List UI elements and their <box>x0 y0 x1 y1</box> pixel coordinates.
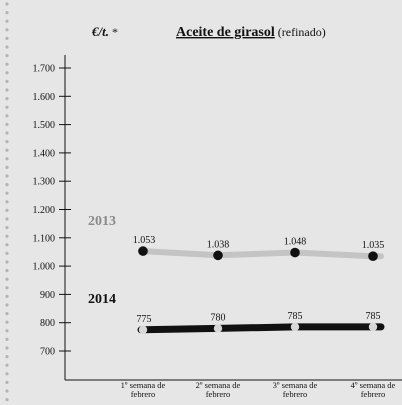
decorative-dot <box>5 234 9 238</box>
chart-subtitle: (refinado) <box>275 25 326 39</box>
decorative-dot <box>5 380 9 384</box>
series-2013-line <box>138 248 384 260</box>
decorative-dot <box>5 372 9 376</box>
series-2013-point <box>290 247 300 258</box>
decorative-dot <box>5 346 9 350</box>
decorative-dot <box>5 251 9 255</box>
decorative-dot <box>5 208 9 212</box>
series-layer: 1.053 1.038 1.048 1.035 775 780 785 785 <box>133 235 385 334</box>
decorative-dot <box>5 174 9 178</box>
decorative-dot <box>5 19 9 23</box>
series-2014-data-label: 785 <box>366 311 381 322</box>
decorative-dot <box>5 217 9 221</box>
unit-label: €/t. <box>91 24 109 39</box>
series-2014-point <box>213 324 223 333</box>
decorative-dot <box>5 312 9 316</box>
decorative-dot <box>5 140 9 144</box>
x-category-label: 3º semana de febrero <box>273 380 318 399</box>
series-2014-point <box>290 322 300 332</box>
svg-text:€/t. *: €/t. * <box>91 24 118 39</box>
y-tick-label: 1.200 <box>33 205 56 216</box>
decorative-dot <box>5 243 9 247</box>
decorative-dot <box>5 71 9 75</box>
decorative-dot <box>5 157 9 161</box>
decorative-dot <box>5 11 9 15</box>
y-tick-label: 1.600 <box>33 92 56 103</box>
y-tick-label: 800 <box>40 318 55 329</box>
decorative-dot <box>5 363 9 367</box>
series-2013-point <box>138 246 148 256</box>
svg-text:Aceite de girasol (refinado): Aceite de girasol (refinado) <box>176 25 326 40</box>
series-2013-data-label: 1.038 <box>207 239 230 250</box>
decorative-dot <box>5 54 9 58</box>
decorative-dot <box>5 269 9 273</box>
decorative-dot <box>5 277 9 281</box>
decorative-dot <box>5 200 9 204</box>
series-2013-data-label: 1.048 <box>284 237 307 248</box>
y-tick-label: 900 <box>40 290 55 301</box>
y-tick-label: 1.700 <box>33 64 56 75</box>
decorative-dot <box>5 105 9 109</box>
decorative-dot <box>5 45 9 49</box>
decorative-dot <box>5 79 9 83</box>
y-tick-label: 1.400 <box>33 148 56 159</box>
decorative-dot <box>5 62 9 66</box>
decorative-dot <box>5 88 9 92</box>
series-2014-data-label: 785 <box>288 311 303 322</box>
decorative-dot <box>5 337 9 341</box>
x-axis-categories: 1º semana de febrero 2º semana de febrero 3º… <box>121 380 396 399</box>
series-2013-point <box>368 251 378 261</box>
decorative-dot <box>5 329 9 333</box>
chart-header: €/t. * Aceite de girasol (refinado) <box>91 24 326 40</box>
decorative-dot <box>5 131 9 135</box>
decorative-dot <box>5 294 9 298</box>
series-2013-data-label: 1.053 <box>133 235 156 246</box>
unit-asterisk: * <box>109 25 118 39</box>
y-tick-label: 1.300 <box>33 177 56 188</box>
decorative-dot <box>5 226 9 230</box>
series-2014-data-label: 775 <box>137 314 152 325</box>
decorative-dot <box>5 2 9 6</box>
series-2014-point <box>138 325 148 334</box>
decorative-dot <box>5 165 9 169</box>
decorative-dot <box>5 36 9 41</box>
y-tick-label: 700 <box>40 347 55 358</box>
decorative-dot <box>5 114 9 118</box>
series-2014-data-label: 780 <box>211 312 226 323</box>
decorative-dot <box>5 286 9 290</box>
decorative-dot <box>5 389 9 393</box>
x-category-label: 2º semana de febrero <box>196 380 241 399</box>
series-label-2014: 2014 <box>88 292 116 307</box>
decorative-dot <box>5 355 9 359</box>
decorative-dot <box>5 148 9 152</box>
decorative-dot <box>5 183 9 187</box>
decorative-dot <box>5 398 9 402</box>
series-2013-point <box>213 250 223 261</box>
x-category-label: 1º semana de febrero <box>121 380 166 399</box>
decorative-dot <box>5 122 9 126</box>
series-2014-line <box>137 323 385 334</box>
series-2013-data-label: 1.035 <box>362 240 385 251</box>
decorative-dot <box>5 260 9 264</box>
y-tick-label: 1.500 <box>33 120 56 131</box>
x-category-label: 4º semana de febrero <box>351 380 396 399</box>
decorative-dot <box>5 191 9 195</box>
decorative-dot <box>5 97 9 101</box>
y-axis-ticks: 700 800 900 1.000 1.100 1.200 1.300 1.400 1.500 1… <box>33 64 71 358</box>
series-label-2013: 2013 <box>88 214 116 229</box>
decorative-dot <box>5 320 9 324</box>
y-tick-label: 1.100 <box>33 233 56 244</box>
y-tick-label: 1.000 <box>33 262 56 273</box>
decorative-dot-column <box>5 2 9 402</box>
decorative-dot <box>5 303 9 307</box>
decorative-dot <box>5 28 9 32</box>
chart-title: Aceite de girasol <box>176 25 275 40</box>
series-2014-point <box>368 322 378 332</box>
